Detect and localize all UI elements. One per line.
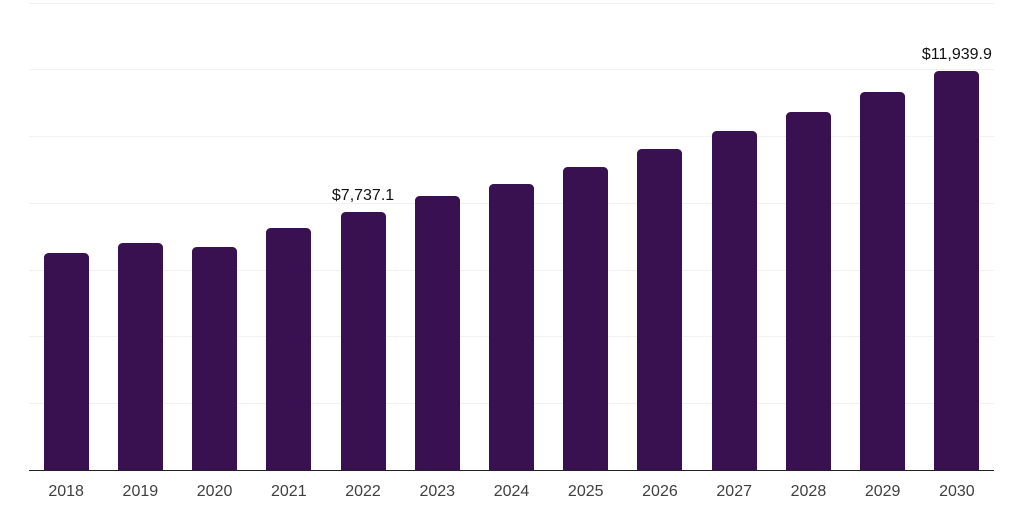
x-tick-label: 2029 [864, 483, 901, 500]
bar-2028 [785, 112, 831, 470]
bar-2027 [711, 131, 757, 470]
x-tick-label: 2024 [493, 483, 530, 500]
plot-area: $7,737.1 $11,939.9 [29, 2, 994, 471]
x-axis: 2018 2019 2020 2021 2022 2023 2024 2025 2026 2027… [29, 483, 994, 505]
x-tick-label: 2019 [122, 483, 159, 500]
x-tick-label: 2020 [196, 483, 233, 500]
bar-2018 [43, 253, 89, 470]
bar-2030 [934, 71, 980, 470]
bar-2025 [563, 166, 609, 470]
x-tick-label: 2030 [939, 483, 975, 500]
x-tick-label: 2028 [790, 483, 827, 500]
bar-2021 [266, 227, 312, 470]
x-tick-label: 2025 [567, 483, 604, 500]
x-tick-label: 2026 [642, 483, 678, 500]
bar-2022 [340, 211, 386, 470]
x-tick-label: 2023 [419, 483, 456, 500]
bar-value-label: $7,737.1 [331, 186, 395, 204]
bar-2019 [117, 242, 163, 470]
gridline [29, 69, 994, 71]
bar-2026 [637, 148, 683, 470]
x-tick-label: 2022 [345, 483, 381, 500]
gridline [29, 2, 994, 4]
bar-2023 [414, 195, 460, 470]
gridline [29, 136, 994, 138]
x-tick-label: 2018 [48, 483, 84, 500]
bar-2020 [192, 247, 238, 470]
bar-2024 [489, 183, 534, 470]
x-tick-label: 2027 [716, 483, 752, 500]
x-tick-label: 2021 [271, 483, 307, 500]
bar-value-label: $11,939.9 [921, 46, 992, 64]
bar-2029 [860, 92, 906, 470]
